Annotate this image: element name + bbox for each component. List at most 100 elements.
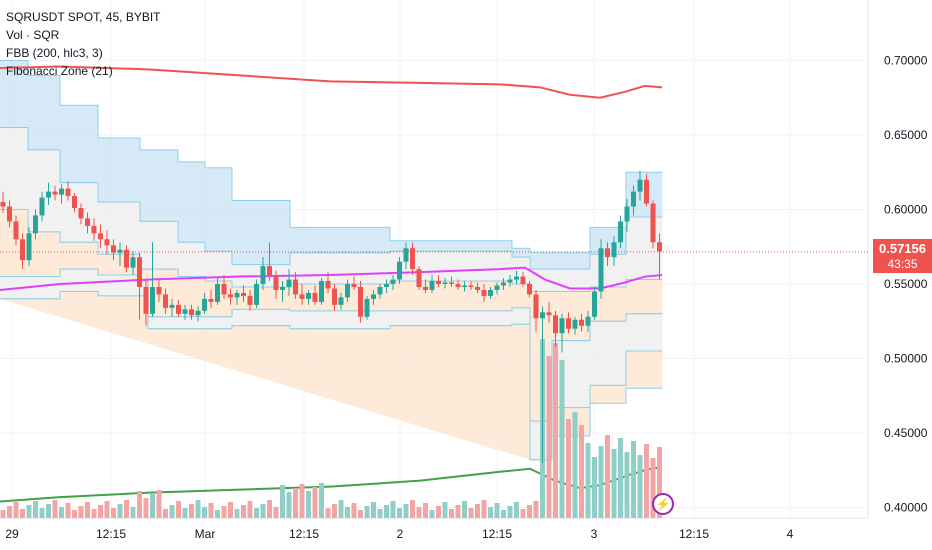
- candle-body: [494, 285, 500, 290]
- candle-body: [514, 276, 519, 280]
- fibonacci-zones: [0, 60, 663, 461]
- candle-body: [650, 203, 656, 243]
- candle-body: [13, 221, 19, 240]
- candle-body: [637, 179, 643, 192]
- candle-body: [52, 191, 58, 195]
- volume-bar: [351, 503, 357, 518]
- candle-body: [195, 310, 201, 316]
- candle-body: [585, 316, 591, 326]
- candle-body: [130, 257, 136, 268]
- volume-bar: [657, 447, 662, 518]
- volume-bar: [247, 501, 253, 518]
- candle-body: [416, 269, 422, 287]
- volume-bar: [169, 505, 175, 518]
- fib-zone-legend[interactable]: Fibonacci Zone (21): [6, 64, 113, 78]
- candle-body: [345, 284, 350, 298]
- volume-bar: [26, 505, 32, 518]
- candle-body: [332, 288, 337, 305]
- volume-bar: [13, 502, 19, 518]
- candle-body: [306, 292, 311, 299]
- candle-body: [319, 281, 324, 302]
- volume-bar: [527, 505, 532, 518]
- candle-body: [429, 281, 435, 290]
- volume-bar: [598, 446, 604, 518]
- candle-body: [436, 281, 441, 284]
- candle-body: [254, 284, 259, 305]
- candle-body: [0, 202, 6, 207]
- fib-zone-lower-edge: [0, 268, 663, 422]
- volume-bar: [85, 502, 90, 518]
- volume-bar: [176, 501, 181, 518]
- x-tick-label: 12:15: [482, 527, 512, 541]
- candle-body: [449, 282, 454, 284]
- candle-body: [624, 206, 630, 222]
- candle-body: [215, 284, 220, 302]
- fbb-legend[interactable]: FBB (200, hlc3, 3): [6, 46, 103, 60]
- volume-bar: [280, 485, 285, 518]
- symbol-title[interactable]: SQRUSDT SPOT, 45, BYBIT: [6, 10, 161, 24]
- candle-body: [475, 286, 480, 290]
- candle-body: [501, 282, 506, 286]
- volume-bar: [241, 505, 246, 518]
- x-tick-label: 4: [787, 527, 794, 541]
- volume-bar: [98, 505, 103, 518]
- time-axis[interactable]: 29 12:15 Mar 12:15 2 12:15 3 12:15 4: [5, 527, 793, 541]
- candle-body: [611, 242, 617, 258]
- volume-bar: [332, 504, 337, 518]
- volume-bar: [267, 500, 272, 518]
- x-tick-label: 2: [397, 527, 404, 541]
- candle-body: [169, 304, 175, 308]
- candle-body: [150, 286, 155, 314]
- volume-bar: [299, 484, 305, 518]
- lightning-icon[interactable]: ⚡: [652, 493, 674, 515]
- candle-body: [553, 315, 558, 334]
- volume-bar: [234, 509, 240, 518]
- volume-bar: [208, 503, 214, 518]
- candle-body: [293, 279, 298, 295]
- fib-zone-bottom-edge: [530, 387, 663, 461]
- candle-body: [546, 312, 552, 316]
- volume-legend[interactable]: Vol · SQR: [6, 28, 60, 42]
- volume-bar: [475, 504, 480, 518]
- price-axis[interactable]: 0.70000 0.65000 0.60000 0.55000 0.50000 0.450…: [884, 54, 928, 515]
- volume-bar: [494, 503, 500, 518]
- candle-body: [78, 208, 84, 219]
- volume-bar: [111, 508, 116, 518]
- candle-body: [520, 276, 526, 284]
- x-tick-label: 12:15: [289, 527, 319, 541]
- candle-body: [364, 298, 370, 317]
- volume-bar: [410, 500, 415, 518]
- fib-zone-bottom: [0, 291, 663, 460]
- volume-bar: [306, 491, 311, 518]
- volume-bar: [20, 509, 25, 518]
- volume-bar: [429, 510, 435, 518]
- candle-body: [124, 249, 129, 268]
- volume-bar: [117, 504, 123, 518]
- x-tick-label: Mar: [195, 527, 216, 541]
- volume-bar: [514, 502, 519, 518]
- candle-body: [260, 266, 266, 284]
- candle-body: [72, 196, 77, 209]
- candle-body: [208, 298, 214, 302]
- volume-bar: [273, 507, 279, 518]
- volume-bar: [650, 458, 656, 518]
- candle-body: [39, 197, 45, 216]
- volume-bar: [423, 503, 428, 518]
- volume-bar: [325, 508, 331, 518]
- candle-body: [657, 242, 662, 252]
- candle-body: [137, 257, 142, 287]
- volume-bar: [371, 502, 376, 518]
- candle-body: [117, 249, 123, 253]
- volume-bar: [156, 490, 162, 518]
- volume-bar: [384, 505, 389, 518]
- candle-body: [468, 285, 474, 287]
- y-tick-label: 0.55000: [884, 277, 928, 291]
- volume-bar: [618, 438, 623, 518]
- candle-body: [579, 319, 584, 326]
- volume-bar: [520, 509, 526, 518]
- candle-body: [403, 248, 409, 262]
- volume-bar: [338, 500, 344, 518]
- y-tick-label: 0.45000: [884, 426, 928, 440]
- volume-bar: [345, 507, 350, 518]
